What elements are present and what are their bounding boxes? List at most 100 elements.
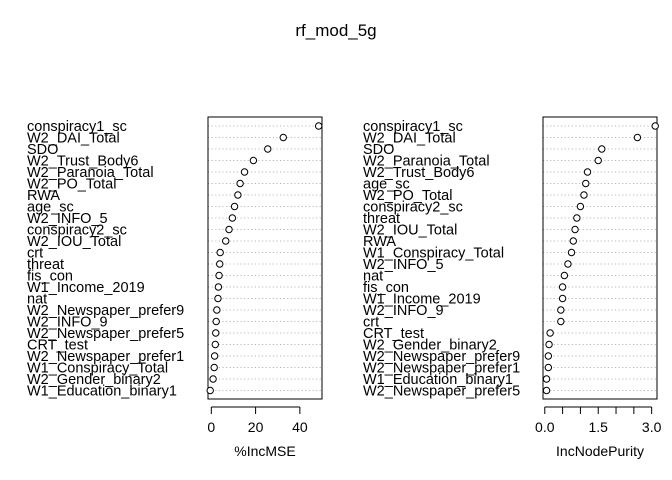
data-point bbox=[558, 294, 567, 303]
variable-label: W1_Conspiracy_Total bbox=[363, 246, 504, 262]
data-point bbox=[279, 133, 287, 142]
x-axis-title: IncNodePurity bbox=[556, 443, 644, 459]
data-point bbox=[542, 375, 551, 383]
data-point bbox=[544, 363, 553, 372]
variable-label: W1_Conspiracy_Total bbox=[27, 361, 168, 377]
data-point bbox=[633, 133, 642, 142]
variable-label: W2_Paranoia_Total bbox=[363, 154, 490, 170]
data-point bbox=[210, 352, 219, 360]
variable-label: conspiracy1_sc bbox=[363, 119, 463, 135]
data-point bbox=[557, 317, 565, 326]
data-point bbox=[236, 179, 244, 188]
data-point bbox=[264, 145, 272, 153]
data-point bbox=[582, 179, 590, 188]
data-point bbox=[314, 122, 323, 130]
data-point bbox=[212, 329, 220, 337]
data-point bbox=[576, 202, 585, 211]
data-point bbox=[594, 156, 602, 165]
variable-label: W2_Paranoia_Total bbox=[27, 165, 154, 181]
variable-label: W2_DAI_Total bbox=[363, 131, 456, 147]
variable-label: crt bbox=[27, 246, 43, 262]
data-point bbox=[234, 191, 242, 199]
data-point bbox=[569, 237, 577, 245]
data-point bbox=[560, 271, 569, 280]
variable-label: W2_Trust_Body6 bbox=[363, 165, 474, 181]
variable-label: W2_Newspaper_prefer1 bbox=[27, 349, 184, 365]
data-point bbox=[564, 260, 572, 268]
variable-label: W2_Newspaper_prefer9 bbox=[363, 349, 520, 365]
data-point bbox=[210, 363, 218, 372]
data-point bbox=[580, 191, 588, 199]
data-point bbox=[545, 340, 553, 349]
variable-label: W2_Newspaper_prefer5 bbox=[363, 384, 520, 400]
variable-label: nat bbox=[363, 269, 383, 285]
variable-label: W2_Newspaper_prefer9 bbox=[27, 303, 184, 319]
variable-label: threat bbox=[363, 211, 400, 227]
variable-label: age_sc bbox=[27, 200, 74, 216]
data-point bbox=[215, 271, 223, 280]
variable-label: fis_con bbox=[27, 269, 73, 285]
variable-label: RWA bbox=[363, 234, 396, 250]
data-point bbox=[557, 306, 565, 314]
variable-label: conspiracy1_sc bbox=[27, 119, 127, 135]
x-tick-label: 0.0 bbox=[535, 419, 555, 435]
data-point bbox=[230, 202, 239, 211]
variable-label: W2_IOU_Total bbox=[27, 234, 121, 250]
variable-label: W1_Education_binary1 bbox=[363, 372, 513, 388]
data-point bbox=[583, 168, 592, 176]
variable-label: W2_Gender_binary2 bbox=[363, 338, 497, 354]
plot-frame bbox=[207, 116, 323, 400]
chart-title: rf_mod_5g bbox=[295, 21, 376, 40]
x-tick-label: 1.5 bbox=[588, 419, 608, 435]
variable-label: W2_IOU_Total bbox=[363, 223, 457, 239]
data-point bbox=[558, 283, 567, 291]
data-point bbox=[225, 225, 233, 234]
variable-label: W2_INFO_9 bbox=[363, 303, 444, 319]
variable-label: W2_PO_Total bbox=[363, 188, 452, 204]
data-point bbox=[212, 317, 220, 326]
x-axis-title: %IncMSE bbox=[234, 443, 295, 459]
variable-label: CRT_test bbox=[363, 326, 424, 342]
variable-label: W2_INFO_5 bbox=[27, 211, 108, 227]
data-point bbox=[546, 329, 554, 337]
data-point bbox=[222, 237, 230, 245]
incnodepurity-panel: conspiracy1_scW2_DAI_TotalSDOW2_Paranoia… bbox=[363, 116, 662, 459]
variable-label: conspiracy2_sc bbox=[27, 223, 127, 239]
variable-label: fis_con bbox=[363, 280, 409, 296]
data-point bbox=[544, 352, 553, 360]
incmse-panel: conspiracy1_scW2_DAI_TotalSDOW2_Trust_Bo… bbox=[27, 116, 323, 459]
variable-label: W1_Income_2019 bbox=[27, 280, 145, 296]
variable-label: RWA bbox=[27, 188, 60, 204]
variable-label: age_sc bbox=[363, 177, 410, 193]
data-point bbox=[573, 214, 581, 222]
variable-label: W2_PO_Total bbox=[27, 177, 116, 193]
data-point bbox=[542, 386, 551, 395]
variable-label: W2_DAI_Total bbox=[27, 131, 120, 147]
variable-label: W1_Education_binary1 bbox=[27, 384, 177, 400]
variable-label: W2_INFO_9 bbox=[27, 315, 108, 331]
data-point bbox=[216, 248, 224, 257]
variable-label: W2_Trust_Body6 bbox=[27, 154, 138, 170]
variable-label: nat bbox=[27, 292, 47, 308]
data-point bbox=[228, 214, 237, 222]
variable-label: crt bbox=[363, 315, 379, 331]
variable-label: SDO bbox=[363, 142, 394, 158]
x-tick-label: 3.0 bbox=[642, 419, 662, 435]
variable-label: CRT_test bbox=[27, 338, 88, 354]
variable-label: W1_Income_2019 bbox=[363, 292, 481, 308]
plot-frame bbox=[542, 116, 658, 400]
data-point bbox=[240, 168, 249, 176]
x-tick-label: 0 bbox=[207, 419, 215, 435]
data-point bbox=[571, 225, 579, 234]
data-point bbox=[209, 375, 217, 383]
variable-label: conspiracy2_sc bbox=[363, 200, 463, 216]
data-point bbox=[213, 306, 221, 314]
x-tick-label: 40 bbox=[292, 419, 308, 435]
data-point bbox=[214, 294, 222, 303]
data-point bbox=[211, 340, 220, 349]
variable-label: W2_Newspaper_prefer5 bbox=[27, 326, 184, 342]
data-point bbox=[249, 156, 258, 165]
data-point bbox=[216, 260, 224, 268]
data-point bbox=[651, 122, 659, 130]
